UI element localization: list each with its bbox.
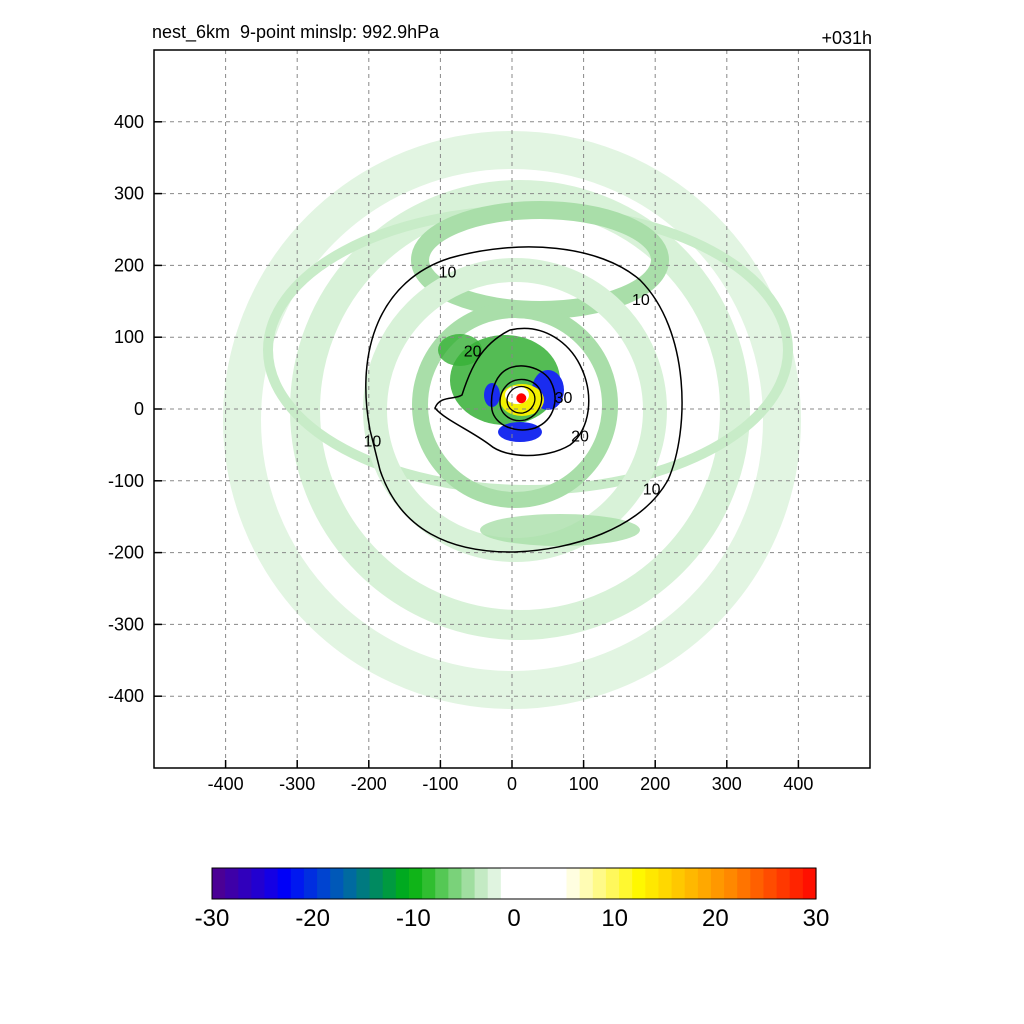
- y-tick-label: -100: [108, 471, 144, 491]
- contour-label: 20: [464, 344, 482, 361]
- colorbar-swatch: [382, 868, 397, 899]
- colorbar-swatch: [514, 868, 528, 899]
- colorbar-swatch: [225, 868, 239, 899]
- colorbar-swatch: [553, 868, 568, 899]
- x-tick-label: 400: [783, 774, 813, 794]
- colorbar-swatch: [290, 868, 305, 899]
- contour-10: [365, 246, 683, 553]
- colorbar-swatch: [750, 868, 765, 899]
- chart-title: nest_6km 9-point minslp: 992.9hPa: [152, 22, 440, 42]
- middle-band: [290, 180, 750, 640]
- contour-label: 10: [363, 433, 381, 450]
- colorbar-swatch: [737, 868, 751, 899]
- colorbar-swatch: [605, 868, 620, 899]
- colorbar-tick-label: -20: [295, 905, 330, 932]
- x-tick-label: 200: [640, 774, 670, 794]
- colorbar-swatch: [619, 868, 633, 899]
- colorbar-swatch: [317, 868, 331, 899]
- colorbar-swatch: [710, 868, 725, 899]
- colorbar-swatch: [264, 868, 279, 899]
- colorbar-swatch: [724, 868, 738, 899]
- x-tick-label: 100: [569, 774, 599, 794]
- colorbar-tick-label: 0: [507, 905, 520, 932]
- x-tick-label: -200: [351, 774, 387, 794]
- contour-lines: [365, 246, 683, 553]
- colorbar-tick-label: 20: [702, 905, 729, 932]
- colorbar-swatch: [658, 868, 673, 899]
- y-tick-label: -200: [108, 543, 144, 563]
- colorbar-swatch: [474, 868, 489, 899]
- forecast-hour-label: +031h: [821, 28, 872, 48]
- colorbar-swatch: [540, 868, 554, 899]
- colorbar-swatch: [448, 868, 463, 899]
- colorbar-swatch: [566, 868, 581, 899]
- y-tick-label: -400: [108, 686, 144, 706]
- y-tick-label: -300: [108, 614, 144, 634]
- colorbar-swatch: [592, 868, 607, 899]
- inner-band-2: [412, 302, 618, 508]
- colorbar-swatch: [212, 868, 226, 899]
- colorbar-swatch: [579, 868, 594, 899]
- contour-40: [499, 378, 543, 422]
- colorbar-swatch: [776, 868, 791, 899]
- colorbar-swatch: [802, 868, 817, 899]
- lower-band: [480, 514, 640, 546]
- colorbar-swatch: [330, 868, 344, 899]
- contour-label: 30: [555, 390, 573, 407]
- contour-label: 10: [632, 292, 650, 309]
- colorbar-swatch: [632, 868, 646, 899]
- colorbar-swatch: [408, 868, 423, 899]
- colorbar-tick-label: -30: [195, 905, 230, 932]
- colorbar-tick-labels: -30 -20 -10 0 10 20 30: [195, 905, 830, 932]
- colorbar-tick-label: 10: [601, 905, 628, 932]
- core-green-left: [438, 334, 482, 366]
- contour-20: [434, 327, 590, 457]
- y-tick-label: 400: [114, 112, 144, 132]
- x-axis: -400 -300 -200 -100 0 100 200 300 400: [208, 760, 813, 794]
- y-tick-label: 200: [114, 255, 144, 275]
- y-axis: 400 300 200 100 0 -100 -200 -300 -400: [108, 112, 162, 706]
- colorbar-swatch: [461, 868, 476, 899]
- colorbar-swatch: [277, 868, 292, 899]
- contour-label: 20: [571, 428, 589, 445]
- x-tick-label: -300: [279, 774, 315, 794]
- contour-30: [490, 365, 556, 431]
- colorbar-swatch: [303, 868, 318, 899]
- colorbar-swatch: [487, 868, 502, 899]
- colorbar-swatch: [527, 868, 541, 899]
- colorbar-swatch: [671, 868, 686, 899]
- x-tick-label: -400: [208, 774, 244, 794]
- colorbar-tick-label: 30: [803, 905, 830, 932]
- min-pressure-marker: [516, 393, 527, 404]
- x-tick-label: -100: [422, 774, 458, 794]
- contour-label: 10: [643, 481, 661, 498]
- colorbar-swatch: [645, 868, 660, 899]
- y-tick-label: 100: [114, 327, 144, 347]
- x-tick-label: 0: [507, 774, 517, 794]
- colorbar-swatch: [251, 868, 266, 899]
- contour-50: [506, 385, 536, 414]
- colorbar-swatch: [343, 868, 358, 899]
- colorbar-frame: [211, 867, 817, 900]
- colorbar-swatch: [369, 868, 384, 899]
- contour-label: 10: [439, 265, 457, 282]
- colorbar-tick-label: -10: [396, 905, 431, 932]
- colorbar-swatch: [238, 868, 252, 899]
- colorbar-swatch: [435, 868, 449, 899]
- colorbar-swatch: [763, 868, 778, 899]
- colorbar-swatch: [395, 868, 410, 899]
- colorbar-swatch: [500, 868, 515, 899]
- x-tick-label: 300: [712, 774, 742, 794]
- colorbar-swatch: [684, 868, 699, 899]
- y-tick-label: 300: [114, 184, 144, 204]
- colorbar: [211, 867, 817, 900]
- colorbar-swatch: [789, 868, 804, 899]
- shaded-field: [223, 131, 801, 709]
- colorbar-swatch: [422, 868, 436, 899]
- colorbar-swatch: [697, 868, 712, 899]
- y-tick-label: 0: [134, 399, 144, 419]
- colorbar-swatch: [356, 868, 371, 899]
